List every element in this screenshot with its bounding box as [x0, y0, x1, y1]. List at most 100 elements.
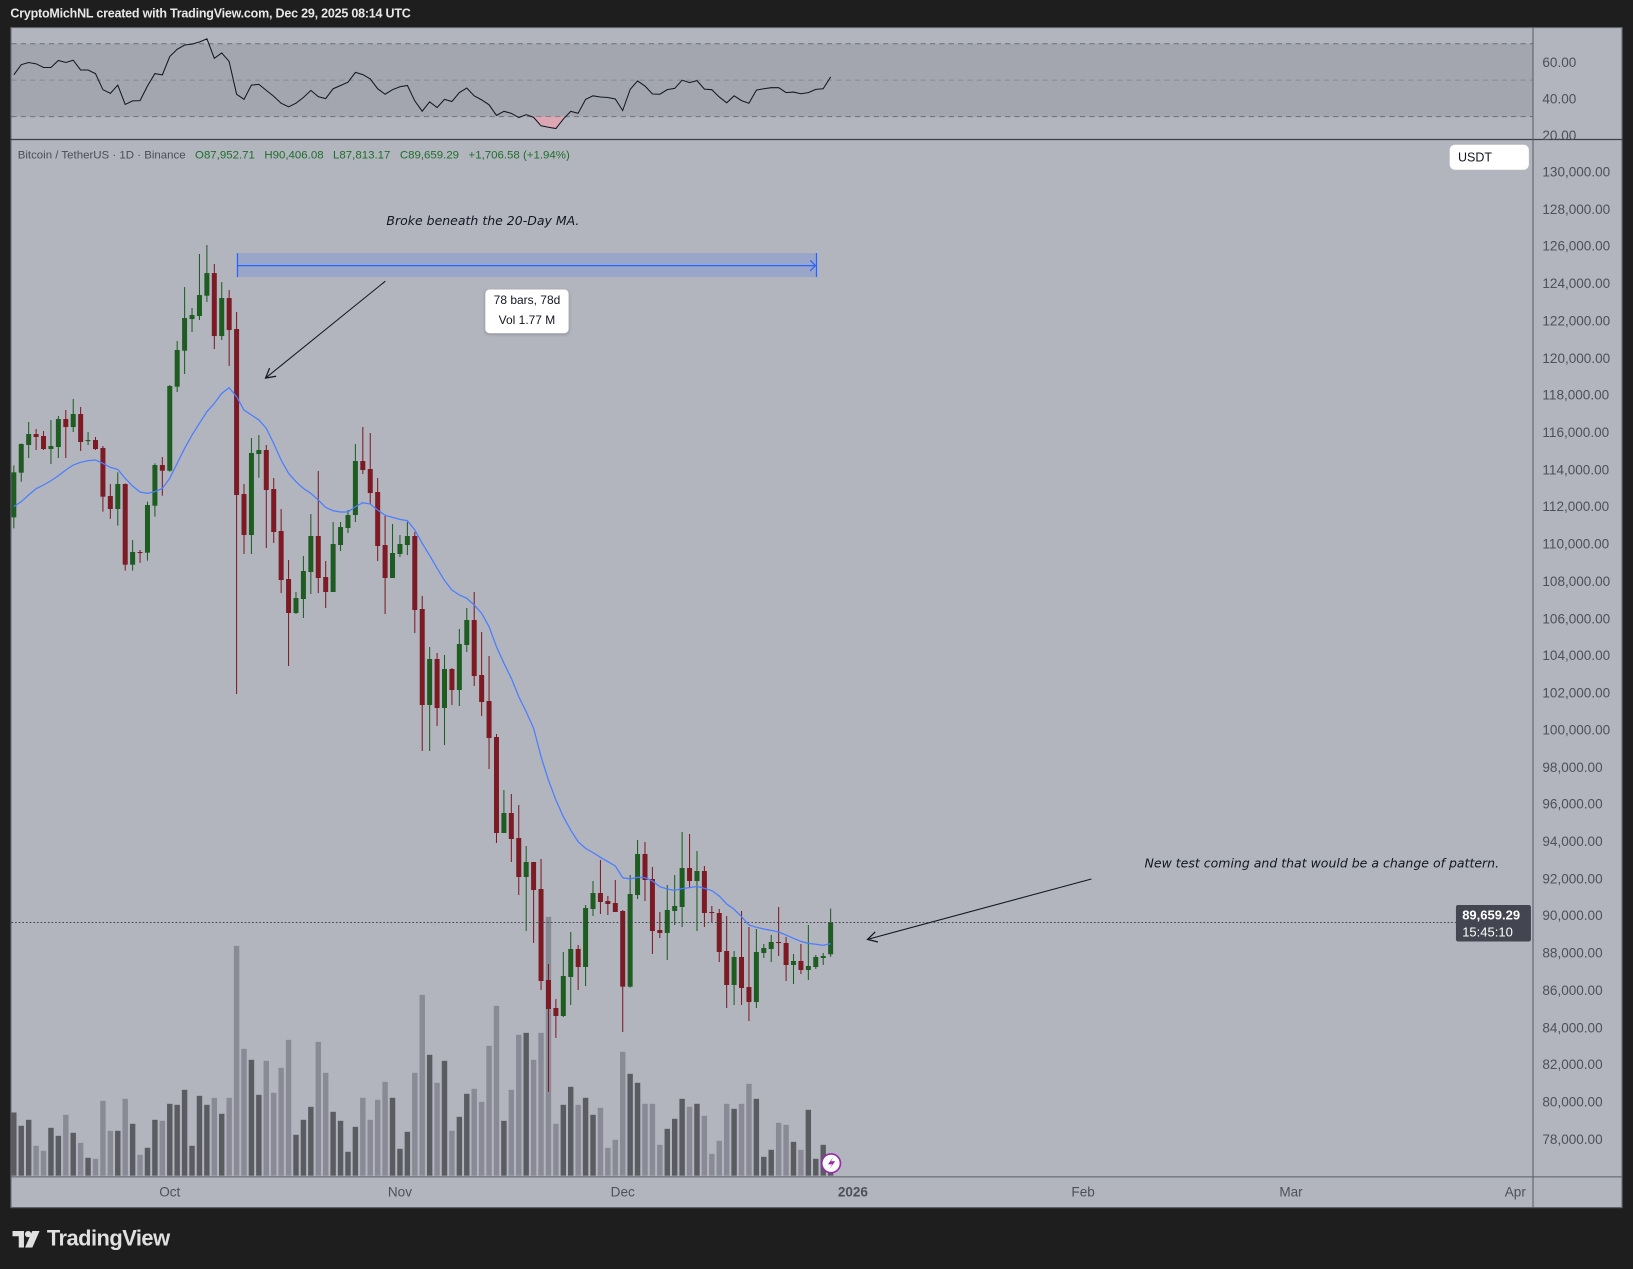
candle: [493, 734, 499, 844]
candle-body: [78, 414, 84, 443]
candle: [360, 427, 366, 475]
candle: [456, 629, 462, 707]
candle: [694, 851, 700, 931]
candle-body: [271, 489, 277, 533]
volume-bar: [813, 1158, 819, 1176]
volume-bar: [233, 945, 240, 1176]
candle: [278, 509, 284, 594]
candle: [397, 535, 403, 558]
candle-body: [605, 901, 611, 904]
candle: [597, 859, 603, 915]
candle-body: [338, 527, 344, 546]
candle-body: [152, 465, 158, 506]
price-axis-label: 118,000.00: [1542, 387, 1610, 403]
candle: [100, 446, 106, 512]
tradingview-logo-icon: [12, 1230, 40, 1248]
volume-bar: [553, 1123, 559, 1176]
volume-bar: [360, 1097, 366, 1176]
candle-body: [122, 484, 128, 565]
candle: [308, 514, 314, 595]
pattern-note[interactable]: New test coming and that would be a chan…: [1144, 856, 1500, 871]
candle: [538, 859, 544, 991]
volume-bar: [55, 1135, 62, 1176]
candle-body: [545, 979, 551, 1009]
volume-bar: [337, 1120, 344, 1176]
volume-bar: [322, 1072, 329, 1176]
candle-body: [367, 469, 373, 494]
volume-bar: [181, 1089, 188, 1176]
volume-bar: [263, 1060, 269, 1176]
price-axis-label: 128,000.00: [1542, 201, 1611, 217]
candle: [33, 429, 39, 451]
candle-body: [204, 273, 210, 296]
candle: [434, 653, 440, 727]
volume-bar: [92, 1158, 99, 1176]
candle-body: [427, 659, 433, 706]
volume-bar: [152, 1119, 158, 1176]
candle-body: [211, 273, 217, 337]
last-price-value: 89,659.29: [1462, 908, 1521, 923]
candle: [226, 290, 232, 367]
candle-body: [516, 838, 522, 878]
candle: [672, 874, 678, 925]
volume-bar: [620, 1051, 626, 1176]
candle-body: [442, 669, 448, 709]
volume-bar: [671, 1118, 678, 1176]
candle: [78, 407, 84, 452]
candle-body: [300, 571, 306, 600]
volume-bar: [805, 1109, 812, 1176]
time-axis-label: Dec: [610, 1184, 635, 1200]
candle-body: [716, 912, 722, 952]
time-axis-label: 2026: [837, 1184, 868, 1200]
candle-body: [620, 910, 626, 987]
volume-bar: [575, 1104, 581, 1176]
price-axis-label: 88,000.00: [1542, 945, 1603, 961]
candle-body: [286, 579, 292, 614]
candle: [642, 842, 648, 902]
candle-body: [323, 577, 329, 593]
candle-body: [627, 893, 633, 987]
candle: [724, 915, 730, 1008]
candle: [93, 437, 99, 451]
candle: [241, 484, 247, 555]
candle: [211, 264, 217, 350]
legend-low: L87,813.17: [333, 148, 391, 162]
candle-body: [701, 870, 707, 913]
candle: [471, 592, 477, 687]
candle: [286, 560, 292, 667]
volume-bar: [642, 1103, 648, 1176]
candle: [560, 952, 566, 1017]
ma-break-note[interactable]: Broke beneath the 20-Day MA.: [386, 213, 580, 229]
candle-body: [174, 350, 180, 387]
volume-bar: [271, 1092, 277, 1176]
candle-body: [70, 414, 76, 428]
tradingview-logo[interactable]: TradingView: [12, 1227, 170, 1252]
candle-body: [256, 450, 262, 455]
volume-bar: [11, 1112, 17, 1176]
volume-bar: [352, 1126, 359, 1176]
currency-button[interactable]: USDT: [1449, 144, 1529, 170]
candle: [315, 471, 321, 594]
price-axis-label: 90,000.00: [1542, 908, 1603, 924]
price-axis-label: 110,000.00: [1542, 536, 1610, 552]
candle: [768, 934, 774, 962]
candle: [523, 846, 529, 932]
pattern-arrow[interactable]: [866, 878, 1092, 943]
symbol-legend[interactable]: Bitcoin / TetherUS · 1D · Binance O87,95…: [18, 149, 570, 161]
candle: [798, 943, 804, 974]
lightning-icon[interactable]: [820, 1153, 842, 1174]
volume-bar: [204, 1104, 210, 1176]
candle: [791, 953, 797, 984]
candle-body: [85, 440, 91, 442]
candle-body: [597, 893, 603, 903]
candle-body: [449, 669, 455, 691]
candle: [412, 532, 418, 634]
ma-break-arrow[interactable]: [264, 280, 386, 379]
volume-bar: [664, 1128, 670, 1176]
volume-bar: [723, 1103, 730, 1176]
volume-bar: [738, 1103, 745, 1176]
candle-body: [798, 960, 804, 970]
volume-bar: [211, 1097, 218, 1176]
candle: [590, 880, 596, 916]
